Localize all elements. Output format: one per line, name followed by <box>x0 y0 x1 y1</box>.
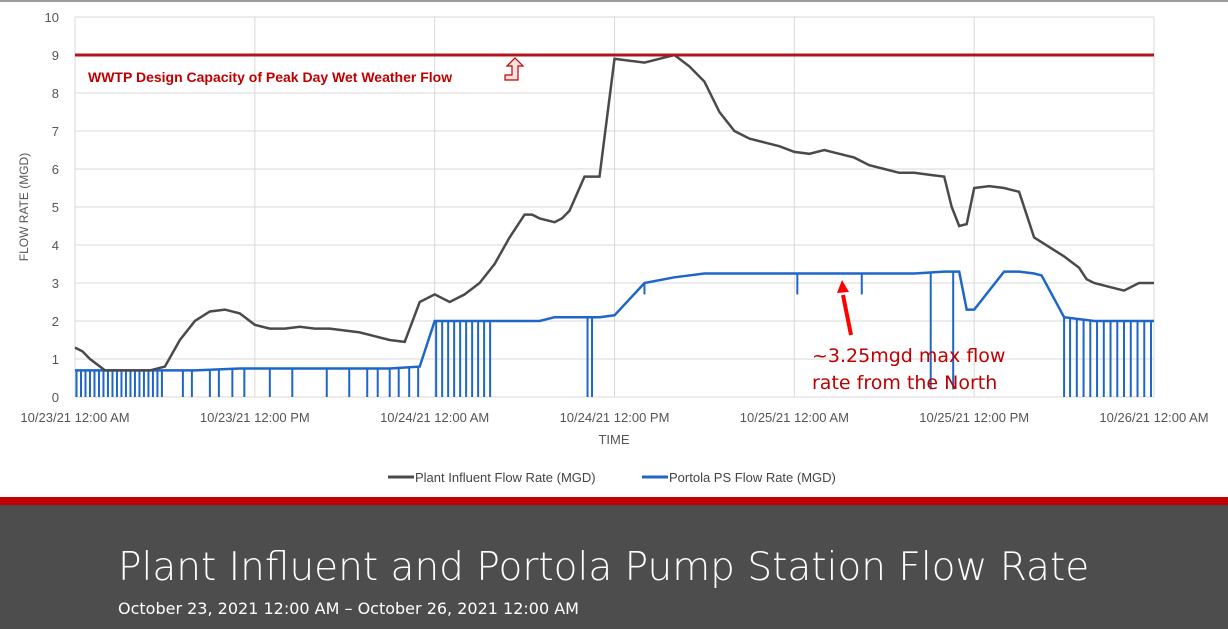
series-line-plant-influent <box>74 53 1154 372</box>
y-tick-label: 5 <box>52 200 59 215</box>
x-tick-label: 10/25/21 12:00 AM <box>740 410 849 425</box>
annotation-text-line1: ~3.25mgd max flow <box>812 345 1005 367</box>
y-tick-label: 0 <box>52 390 59 405</box>
x-tick-label: 10/24/21 12:00 PM <box>560 410 670 425</box>
series-line-portola-ps <box>75 270 1154 372</box>
slide-subtitle: October 23, 2021 12:00 AM – October 26, … <box>118 599 579 618</box>
slide-title: Plant Influent and Portola Pump Station … <box>118 545 1090 590</box>
annotation-text-line2: rate from the North <box>812 372 997 394</box>
x-tick-label: 10/23/21 12:00 AM <box>20 410 129 425</box>
top-rule <box>0 0 1228 2</box>
x-tick-label: 10/23/21 12:00 PM <box>200 410 310 425</box>
y-tick-label: 6 <box>52 162 59 177</box>
legend-label-portola: Portola PS Flow Rate (MGD) <box>669 470 836 485</box>
portola-flow-dips <box>75 271 1153 397</box>
footer-panel <box>0 505 1228 629</box>
annotation-arrow <box>837 280 853 336</box>
footer-accent-band <box>0 497 1228 505</box>
y-axis-ticks: 0 1 2 3 4 5 6 7 8 9 10 <box>45 10 59 405</box>
x-tick-label: 10/24/21 12:00 AM <box>380 410 489 425</box>
y-tick-label: 8 <box>52 86 59 101</box>
capacity-up-arrow-icon <box>504 57 525 81</box>
legend-label-plant: Plant Influent Flow Rate (MGD) <box>415 470 596 485</box>
x-tick-label: 10/25/21 12:00 PM <box>919 410 1029 425</box>
x-axis-label: TIME <box>598 432 629 447</box>
x-tick-label: 10/26/21 12:00 AM <box>1099 410 1208 425</box>
y-tick-label: 2 <box>52 314 59 329</box>
x-axis-ticks: 10/23/21 12:00 AM 10/23/21 12:00 PM 10/24/… <box>20 410 1208 425</box>
legend: Plant Influent Flow Rate (MGD) Portola P… <box>388 470 836 485</box>
y-tick-label: 4 <box>52 238 59 253</box>
y-tick-label: 9 <box>52 48 59 63</box>
design-capacity-label: WWTP Design Capacity of Peak Day Wet Wea… <box>88 69 452 85</box>
y-axis-label: FLOW RATE (MGD) <box>17 153 31 261</box>
y-tick-label: 1 <box>52 352 59 367</box>
y-tick-label: 10 <box>45 10 59 25</box>
y-tick-label: 3 <box>52 276 59 291</box>
y-tick-label: 7 <box>52 124 59 139</box>
